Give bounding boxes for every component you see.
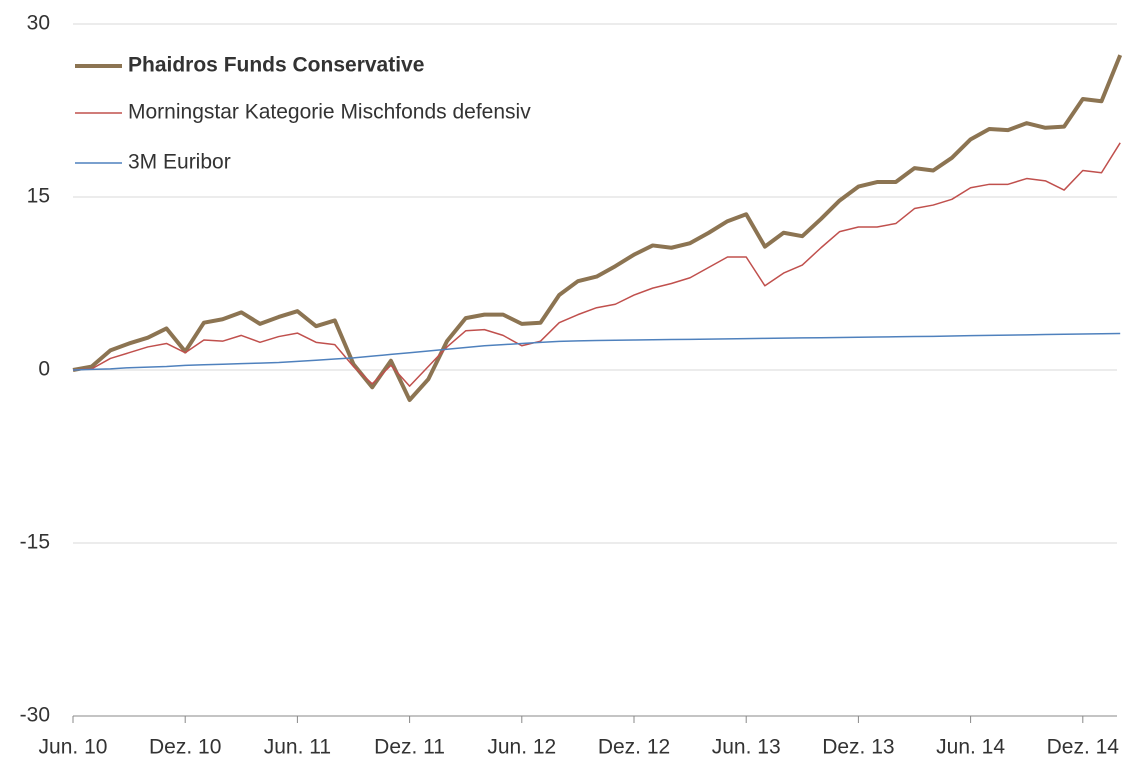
y-tick-label: 15 [27, 185, 50, 208]
legend-label: 3M Euribor [128, 151, 231, 174]
y-tick-label: 0 [38, 358, 50, 381]
x-tick-label: Dez. 12 [598, 736, 670, 759]
legend-label: Phaidros Funds Conservative [128, 54, 424, 77]
series-line [72, 142, 1121, 387]
x-tick-label: Jun. 12 [487, 736, 556, 759]
legend-label: Morningstar Kategorie Mischfonds defensi… [128, 101, 531, 124]
x-tick-label: Jun. 13 [712, 736, 781, 759]
y-tick-label: -15 [20, 531, 50, 554]
x-tick-label: Jun. 14 [936, 736, 1005, 759]
x-tick-label: Dez. 11 [374, 736, 445, 759]
series-line [72, 332, 1121, 371]
x-tick-label: Dez. 14 [1047, 736, 1120, 759]
x-tick-label: Jun. 11 [264, 736, 331, 759]
x-tick-label: Dez. 13 [822, 736, 894, 759]
y-tick-label: -30 [20, 704, 50, 727]
x-tick-label: Dez. 10 [149, 736, 221, 759]
series-line [72, 54, 1123, 402]
x-tick-label: Jun. 10 [39, 736, 108, 759]
y-tick-label: 30 [27, 12, 50, 35]
